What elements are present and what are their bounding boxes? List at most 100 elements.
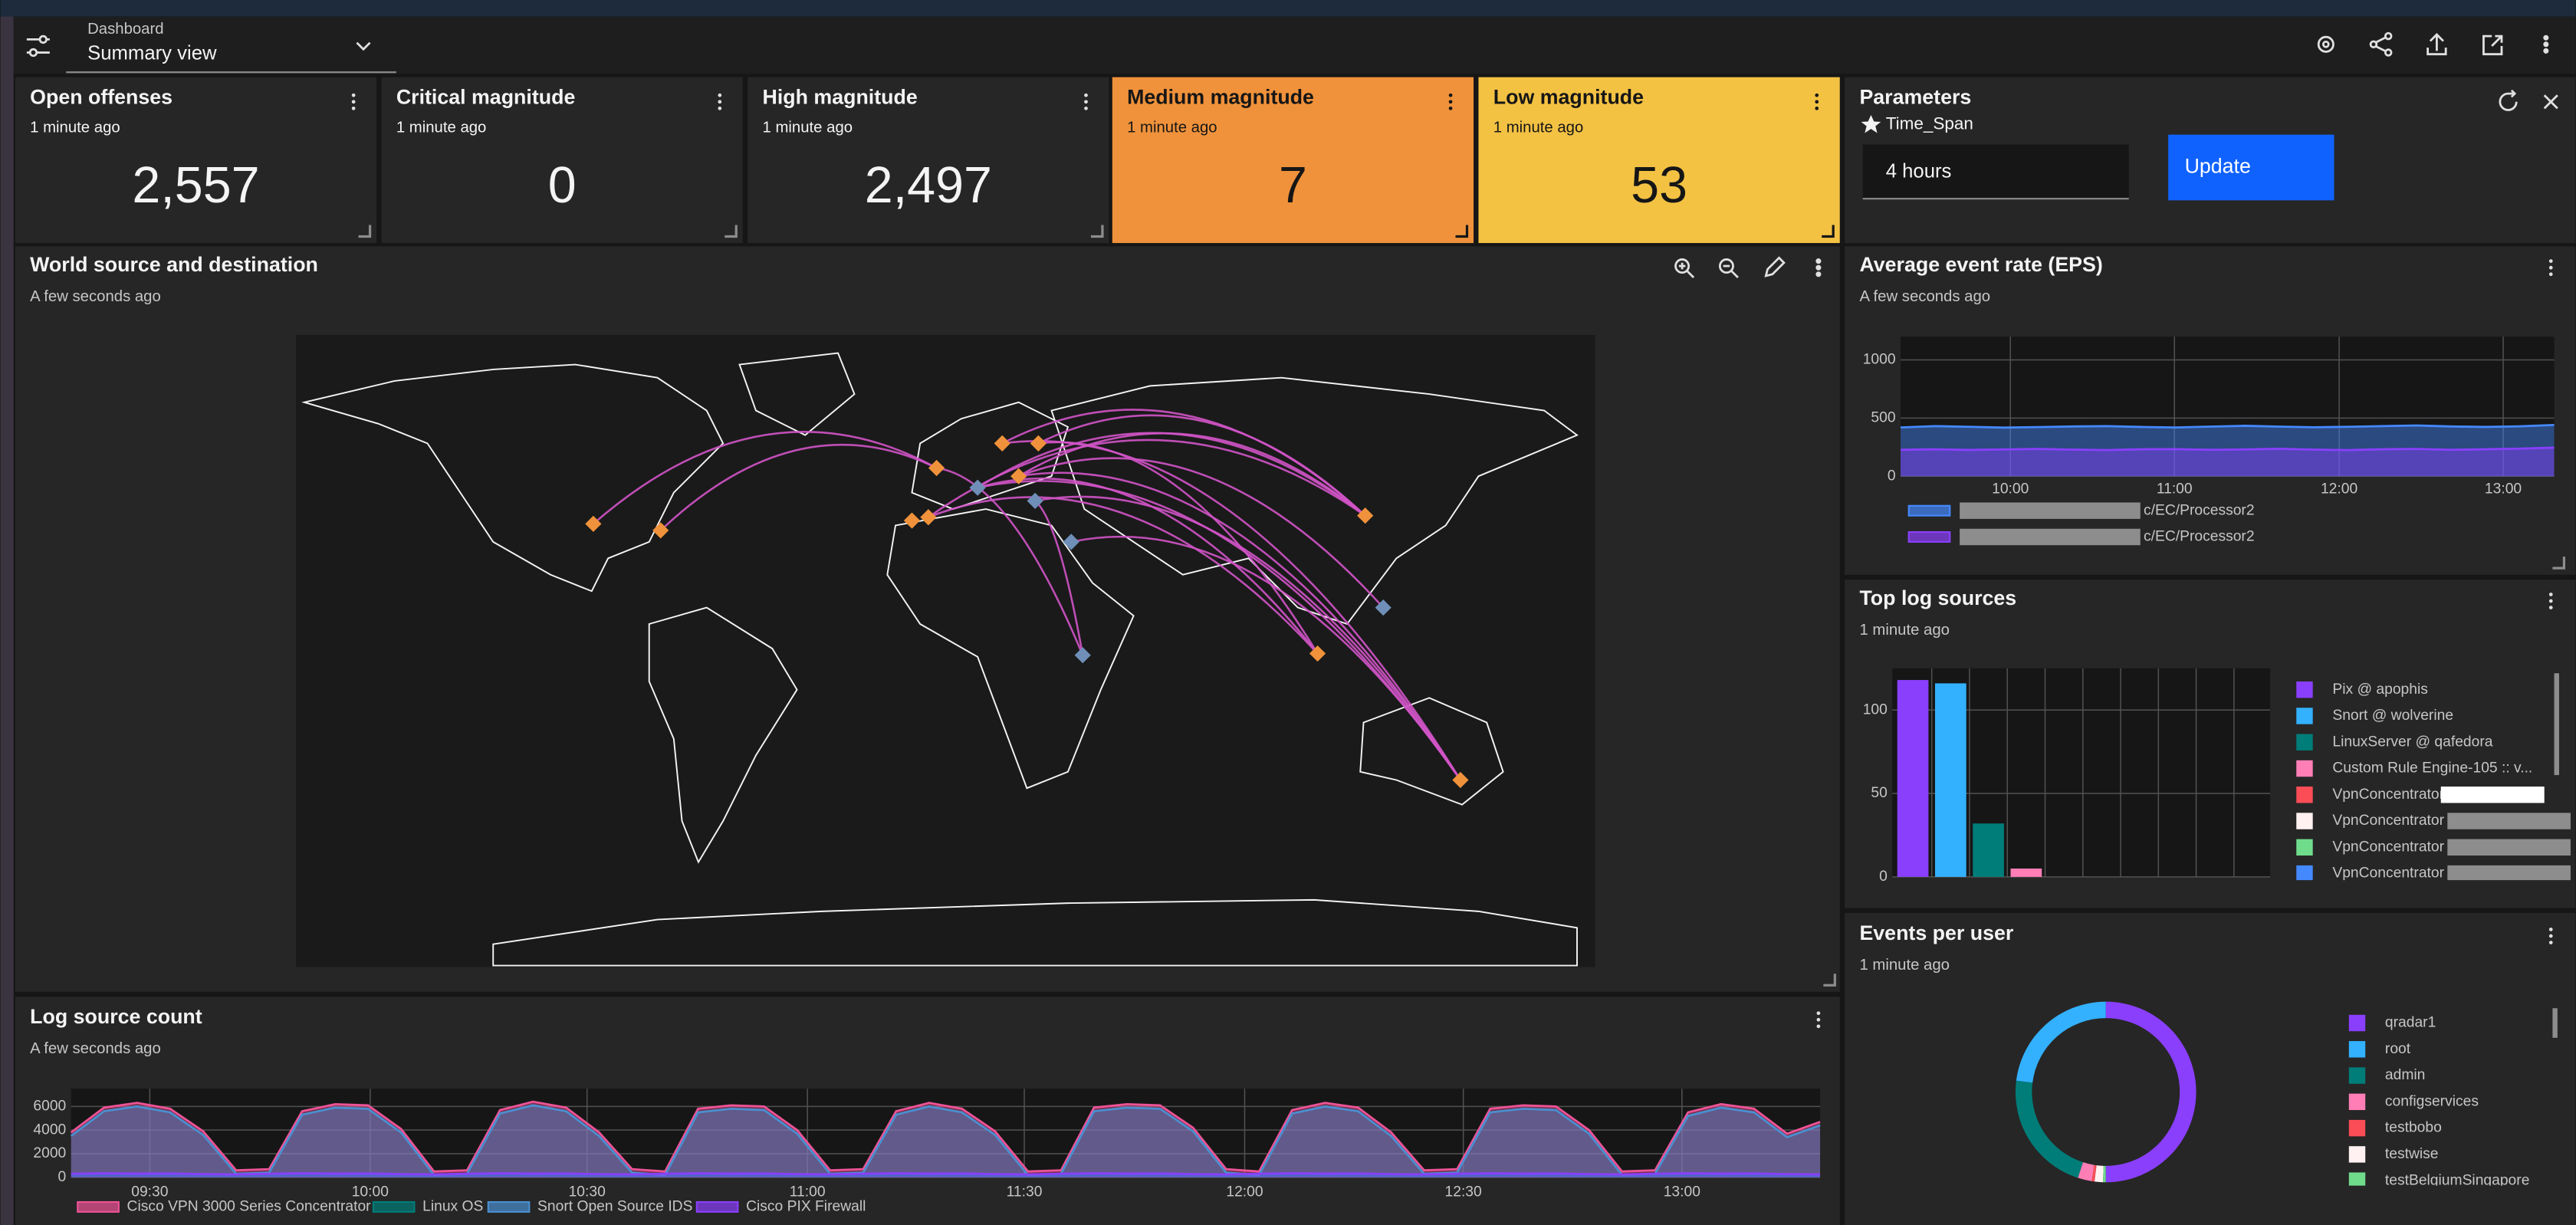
update-button[interactable] [2168, 134, 2334, 201]
y-tick-label: 100 [1863, 701, 1888, 718]
resize-corner [724, 225, 738, 238]
legend-label: qradar1 [2385, 1015, 2436, 1031]
area-fill [71, 1102, 1821, 1177]
legend-swatch [372, 1200, 416, 1213]
x-tick-label: 13:00 [1664, 1184, 1700, 1200]
australia [1359, 697, 1504, 806]
panel-title: Events per user [1859, 921, 2013, 944]
bar [1934, 683, 1967, 877]
header-icons[interactable] [2317, 31, 2549, 57]
x-tick-label: 10:30 [569, 1184, 606, 1200]
tile-title: Low magnitude [1493, 86, 1644, 109]
arc [1018, 471, 1461, 781]
panel-subtitle: A few seconds ago [1859, 288, 1990, 305]
overflow-menu[interactable] [1816, 1011, 1821, 1029]
x-tick-label: 11:00 [2157, 481, 2193, 497]
menu-dot [2548, 606, 2553, 609]
resize-corner [1823, 974, 1836, 987]
parameter-input[interactable] [1862, 144, 2129, 199]
tile-value: 7 [1279, 157, 1307, 214]
redaction [2440, 787, 2545, 803]
y-tick-label: 1000 [1863, 352, 1896, 368]
legend-label: admin [2385, 1067, 2425, 1083]
update-label[interactable]: Update [2185, 155, 2251, 178]
x-tick-label: 13:00 [2485, 481, 2522, 497]
y-tick-label: 2000 [33, 1145, 66, 1161]
map-point [652, 522, 669, 539]
dashboard-select[interactable]: Summary view [87, 42, 217, 64]
panel-subtitle: A few seconds ago [30, 1040, 161, 1057]
overflow-menu[interactable] [718, 93, 722, 110]
arc [928, 438, 1366, 518]
tile-value: 2,497 [865, 157, 992, 214]
series-line [71, 1174, 1821, 1177]
donut-slice [2103, 1165, 2106, 1183]
tile-time: 1 minute ago [1493, 119, 1584, 136]
legend-swatch [2296, 787, 2313, 803]
y-tick-label: 500 [1871, 409, 1895, 425]
resize-corner [358, 225, 372, 238]
map-point [1010, 468, 1027, 484]
map-point [1452, 771, 1469, 789]
series-line [70, 1104, 1821, 1177]
scrollbar[interactable] [2554, 673, 2559, 776]
parameter-icons[interactable] [2499, 89, 2558, 111]
overflow-menu[interactable] [1815, 93, 1819, 110]
donut-slice [2095, 1165, 2104, 1183]
star-icon [1861, 114, 1881, 133]
tile-title: Open offenses [30, 86, 172, 109]
legend-swatch [2348, 1041, 2366, 1058]
antarctica [492, 898, 1578, 967]
tile-title: Medium magnitude [1127, 86, 1314, 109]
arc [1018, 432, 1366, 517]
menu-dot [2548, 272, 2553, 277]
legend-swatch [2296, 865, 2313, 881]
legend-label: LinuxServer @ qafedora [2332, 734, 2492, 750]
legend-label: Pix @ apophis [2332, 681, 2428, 698]
legend: qradar1 root admin configservices testbobo te… [2348, 1015, 2529, 1186]
scrollbar[interactable] [2552, 1008, 2558, 1038]
menu-dot [2548, 941, 2553, 944]
redaction [1960, 528, 2141, 546]
parameter-value[interactable]: 4 hours [1886, 161, 1952, 182]
plot-area [71, 1089, 1821, 1177]
resize-corner [1090, 225, 1104, 238]
menu-dot [1448, 93, 1453, 97]
menu-dot [2548, 265, 2553, 270]
menu-dot [718, 100, 722, 104]
legend-label: Linux OS [422, 1199, 483, 1215]
menu-dot [1816, 1011, 1821, 1016]
legend-swatch [2348, 1119, 2366, 1137]
map-point [969, 479, 986, 496]
legend-swatch [2348, 1146, 2366, 1163]
north-america [301, 363, 724, 593]
overflow-menu[interactable] [351, 93, 356, 110]
redaction [2447, 813, 2571, 829]
overflow-menu[interactable] [2548, 259, 2553, 277]
x-tick-label: 12:00 [1226, 1184, 1263, 1200]
arc [1034, 495, 1461, 781]
panel-title: Log source count [30, 1005, 202, 1028]
overflow-menu[interactable] [1084, 93, 1088, 110]
arc [1037, 414, 1366, 517]
area-fill [71, 1105, 1821, 1177]
resize-corner [1455, 225, 1469, 238]
menu-dot [351, 100, 356, 104]
arc [977, 480, 1461, 781]
y-tick-label: 0 [1888, 468, 1896, 484]
chevron[interactable] [356, 41, 371, 51]
legend-swatch [2348, 1067, 2366, 1084]
series-line [70, 1100, 1821, 1173]
overflow-menu[interactable] [1448, 93, 1453, 110]
map-canvas [296, 334, 1595, 967]
overflow-menu[interactable] [2548, 928, 2553, 944]
overflow-menu[interactable] [2548, 593, 2553, 609]
y-tick-label: 0 [1879, 869, 1888, 885]
panel-title: Average event rate (EPS) [1859, 253, 2102, 276]
map-tools[interactable] [1674, 256, 1822, 278]
arc [928, 496, 1319, 655]
filter-icon[interactable] [26, 34, 50, 57]
donut-slice [2105, 1001, 2196, 1183]
tile [1112, 77, 1474, 244]
